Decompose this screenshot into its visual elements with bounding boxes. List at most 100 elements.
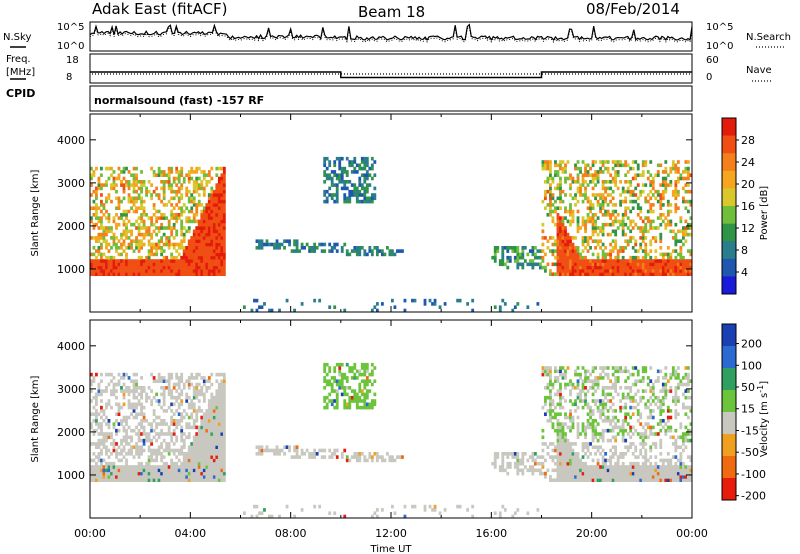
velocity-cell [210, 475, 214, 479]
power-cell [107, 229, 111, 234]
power-cell [664, 259, 668, 263]
power-cell [599, 209, 602, 214]
power-cell [132, 259, 136, 263]
velocity-cell [117, 465, 121, 469]
power-cell [333, 242, 337, 247]
power-cell [629, 272, 633, 276]
power-cell [556, 163, 560, 168]
power-cell [190, 262, 194, 267]
velocity-cell [611, 478, 615, 482]
velocity-cell [137, 438, 141, 443]
power-cell [180, 173, 184, 177]
power-cell [205, 269, 209, 273]
power-cell [165, 239, 169, 243]
velocity-cell [127, 376, 131, 380]
power-cell [370, 199, 374, 204]
velocity-cell [320, 455, 324, 459]
power-cell [551, 242, 555, 247]
velocity-cell [160, 376, 164, 380]
power-cell [127, 219, 131, 224]
velocity-cell [112, 445, 116, 449]
velocity-cell [651, 468, 655, 473]
velocity-cell [443, 508, 447, 512]
velocity-cell [561, 458, 565, 463]
velocity-cell [363, 379, 367, 383]
velocity-cell [207, 435, 211, 440]
velocity-cell [135, 478, 138, 482]
velocity-cell [147, 478, 151, 482]
power-cell [205, 239, 209, 243]
velocity-cell [205, 448, 209, 453]
velocity-cell [210, 372, 214, 377]
velocity-cell [641, 468, 645, 473]
power-cell [215, 173, 219, 177]
velocity-cell [137, 455, 141, 459]
power-cell [180, 166, 184, 171]
power-cell [614, 219, 618, 224]
velocity-cell [631, 478, 635, 482]
power-cell [546, 203, 550, 207]
power-cell [210, 199, 214, 204]
velocity-cell [644, 432, 648, 436]
velocity-cell [92, 452, 96, 456]
power-cell [117, 203, 121, 207]
power-cell [659, 203, 663, 207]
velocity-cell [579, 478, 582, 482]
velocity-cell [631, 442, 635, 446]
power-cell [165, 272, 169, 276]
power-cell [649, 203, 653, 207]
velocity-cell [185, 435, 189, 440]
velocity-cell [345, 405, 349, 410]
freq-left-tick-top: 18 [66, 55, 79, 66]
power-cell [97, 180, 101, 184]
power-cell [177, 170, 181, 174]
velocity-cell [152, 458, 156, 463]
velocity-cell [105, 422, 108, 426]
noise-panel: N.Sky 10^5 10^0 10^5 10^0 N.Search [3, 21, 791, 52]
power-cell [574, 259, 577, 263]
velocity-cell [182, 471, 186, 476]
power-cell [646, 209, 650, 214]
velocity-cell [604, 402, 608, 407]
noise-right-tick-bottom: 10^0 [706, 41, 733, 52]
velocity-cell [576, 461, 580, 466]
power-cell [651, 180, 655, 184]
power-cell [604, 213, 608, 217]
velocity-cell [160, 452, 164, 456]
velocity-cell [195, 471, 199, 476]
velocity-cell [559, 392, 562, 397]
velocity-cell [496, 452, 500, 456]
power-cell [95, 255, 98, 260]
power-cell [190, 209, 194, 214]
power-cell [220, 193, 224, 197]
velocity-cell [105, 432, 108, 436]
velocity-cell [609, 471, 613, 476]
power-cell [122, 222, 126, 227]
velocity-cell [521, 468, 525, 473]
velocity-cell [105, 471, 108, 476]
power-cell [217, 213, 221, 217]
power-cell [150, 183, 154, 187]
velocity-cell [624, 415, 628, 420]
power-cell [596, 232, 600, 237]
velocity-cell [180, 471, 184, 476]
velocity-cell [190, 471, 194, 476]
velocity-cell [210, 395, 214, 400]
power-cell [155, 265, 159, 270]
velocity-cell [190, 455, 194, 459]
velocity-cell [205, 452, 209, 456]
power-cell [579, 193, 582, 197]
velocity-cell [145, 392, 148, 397]
velocity-cell [122, 435, 126, 440]
velocity-cell [626, 369, 630, 374]
power-cell [556, 170, 560, 174]
power-cell [220, 203, 224, 207]
velocity-cell [150, 452, 154, 456]
power-cell [182, 272, 186, 276]
power-cell [566, 252, 570, 257]
velocity-cell [338, 372, 342, 377]
velocity-cell [147, 471, 151, 476]
power-cell [107, 176, 111, 181]
power-cell [132, 186, 136, 191]
power-cell [190, 252, 194, 257]
